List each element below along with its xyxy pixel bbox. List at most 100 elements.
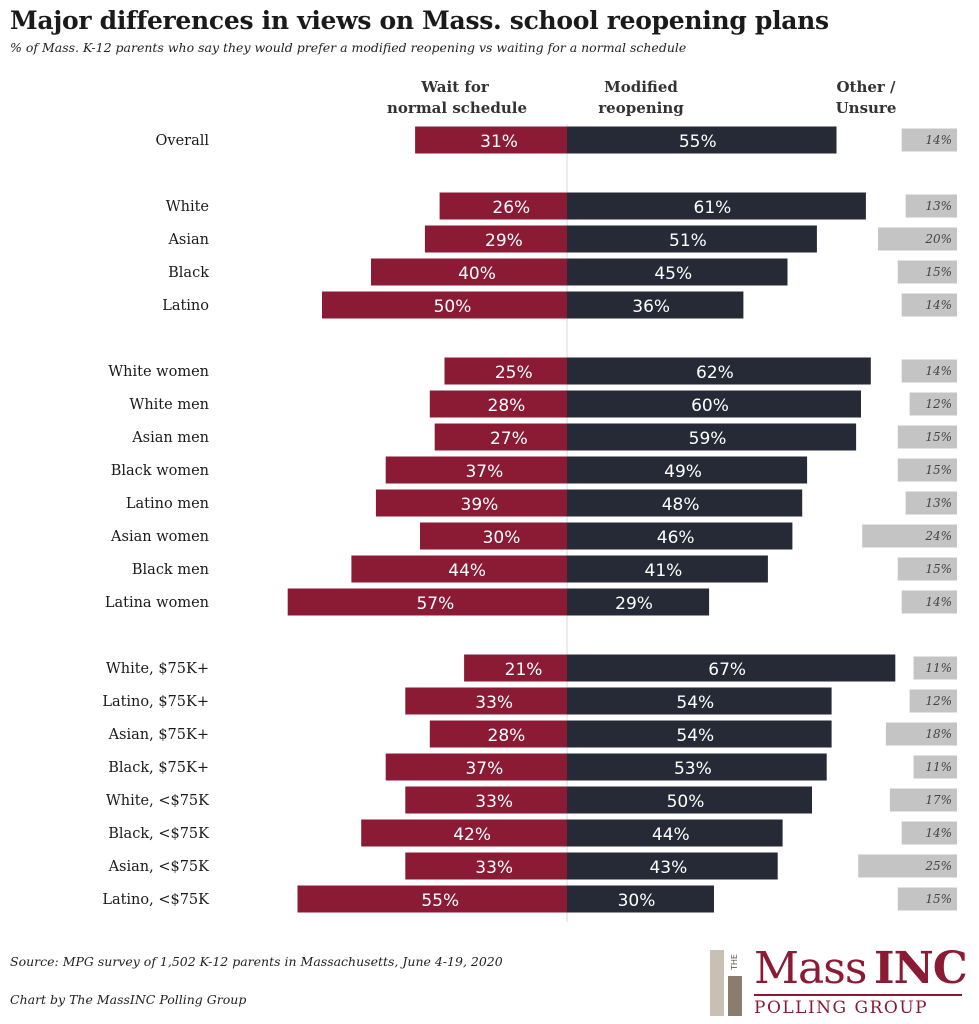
bar-wait-label: 33% (475, 858, 513, 878)
bar-other (905, 194, 957, 218)
bar-wait (464, 654, 567, 682)
bar-other (901, 293, 957, 317)
bar-wait-label: 27% (490, 429, 528, 449)
bar-modified (567, 852, 778, 880)
bar-modified (567, 720, 832, 748)
bar-wait-label: 44% (448, 561, 486, 581)
bar-wait-label: 21% (505, 660, 543, 680)
bar-other-label: 17% (925, 793, 952, 807)
bar-other (901, 590, 957, 614)
bar-other-label: 15% (925, 562, 952, 576)
header-wait-line2: normal schedule (387, 99, 527, 117)
bar-wait (429, 390, 567, 418)
chart-row: White men 28% 60% 12% (129, 390, 957, 418)
chart-row: Latina women 57% 29% 14% (105, 588, 957, 616)
bar-modified (567, 258, 788, 286)
row-label: White, $75K+ (106, 661, 209, 677)
row-label: Asian (167, 232, 209, 248)
bar-wait (297, 885, 567, 913)
bar-wait-label: 26% (492, 198, 530, 218)
bar-modified (567, 588, 710, 616)
chart-row: Black, <$75K 42% 44% 14% (108, 819, 957, 847)
bar-other-label: 25% (924, 859, 952, 873)
bar-wait-label: 40% (458, 264, 496, 284)
bar-other-label: 14% (925, 826, 952, 840)
chart-row: Asian 29% 51% 20% (167, 225, 957, 253)
chart-row: Latino 50% 36% 14% (162, 291, 957, 319)
bar-other-label: 14% (925, 298, 952, 312)
row-label: Black (168, 265, 209, 281)
bar-modified (567, 225, 817, 253)
bar-other-label: 13% (925, 199, 952, 213)
bar-other-label: 15% (925, 430, 952, 444)
bar-wait (371, 258, 567, 286)
chart-row: Asian, <$75K 33% 43% 25% (108, 852, 957, 880)
bar-other-label: 15% (925, 892, 952, 906)
bar-other (897, 887, 957, 911)
bar-other-label: 24% (924, 529, 952, 543)
chart-row: Overall 31% 55% 14% (155, 126, 957, 154)
bar-modified (567, 753, 827, 781)
bar-modified (567, 555, 768, 583)
bar-wait-label: 50% (434, 297, 472, 317)
row-label: White men (129, 397, 209, 413)
row-label: Latino, $75K+ (102, 694, 209, 710)
row-label: Black, <$75K (108, 826, 210, 842)
chart-subtitle: % of Mass. K-12 parents who say they wou… (10, 40, 687, 55)
bar-modified-label: 51% (669, 231, 707, 251)
bar-wait-label: 29% (485, 231, 523, 251)
header-other-line2: Unsure (836, 99, 897, 117)
logo-the-text: THE (730, 954, 739, 970)
bar-other (878, 227, 957, 251)
chart-row: Black 40% 45% 15% (168, 258, 957, 286)
row-label: White, <$75K (106, 793, 210, 809)
bar-modified-label: 60% (691, 396, 729, 416)
bar-wait-label: 55% (421, 891, 459, 911)
logo-polling-text: POLLING GROUP (754, 998, 929, 1018)
bar-other (897, 458, 957, 482)
bar-modified (567, 390, 861, 418)
chart-row: Latino, <$75K 55% 30% 15% (102, 885, 957, 913)
row-label: Latino men (126, 496, 209, 512)
bar-other (901, 821, 957, 845)
bar-other (897, 425, 957, 449)
credit-note: Chart by The MassINC Polling Group (10, 992, 247, 1007)
diverging-bar-chart: Wait for normal schedule Modified reopen… (102, 78, 957, 922)
bar-modified (567, 654, 896, 682)
bar-wait (361, 819, 567, 847)
bar-modified-label: 59% (689, 429, 727, 449)
header-wait-line1: Wait for (420, 78, 490, 96)
bar-other-label: 18% (925, 727, 952, 741)
logo-mass-text: Mass (754, 943, 867, 994)
bar-wait-label: 28% (488, 396, 526, 416)
bar-other-label: 15% (925, 463, 952, 477)
row-label: Latino (162, 298, 209, 314)
bar-other-label: 14% (925, 364, 952, 378)
bar-wait (385, 753, 567, 781)
bar-wait (322, 291, 567, 319)
bar-other (897, 260, 957, 284)
massinc-logo: THE Mass INC POLLING GROUP (710, 943, 968, 1020)
bar-modified-label: 67% (708, 660, 746, 680)
bar-modified (567, 786, 812, 814)
bar-other (858, 854, 957, 878)
bar-other (905, 491, 957, 515)
row-label: White women (108, 364, 209, 380)
bar-other (901, 128, 957, 152)
bar-other (889, 788, 957, 812)
bar-wait (444, 357, 567, 385)
bar-other-label: 11% (925, 661, 952, 675)
chart-row: Latino men 39% 48% 13% (126, 489, 957, 517)
row-label: Asian men (131, 430, 209, 446)
bar-wait-label: 25% (495, 363, 533, 383)
row-label: Asian, $75K+ (108, 727, 209, 743)
bar-other-label: 12% (925, 694, 952, 708)
bar-other (897, 557, 957, 581)
bar-other-label: 12% (925, 397, 952, 411)
row-label: Latino, <$75K (102, 892, 210, 908)
chart-row: Black, $75K+ 37% 53% 11% (108, 753, 957, 781)
bar-wait (385, 456, 567, 484)
logo-mark (710, 950, 752, 1016)
header-modified-line2: reopening (598, 99, 684, 117)
bar-modified (567, 126, 837, 154)
